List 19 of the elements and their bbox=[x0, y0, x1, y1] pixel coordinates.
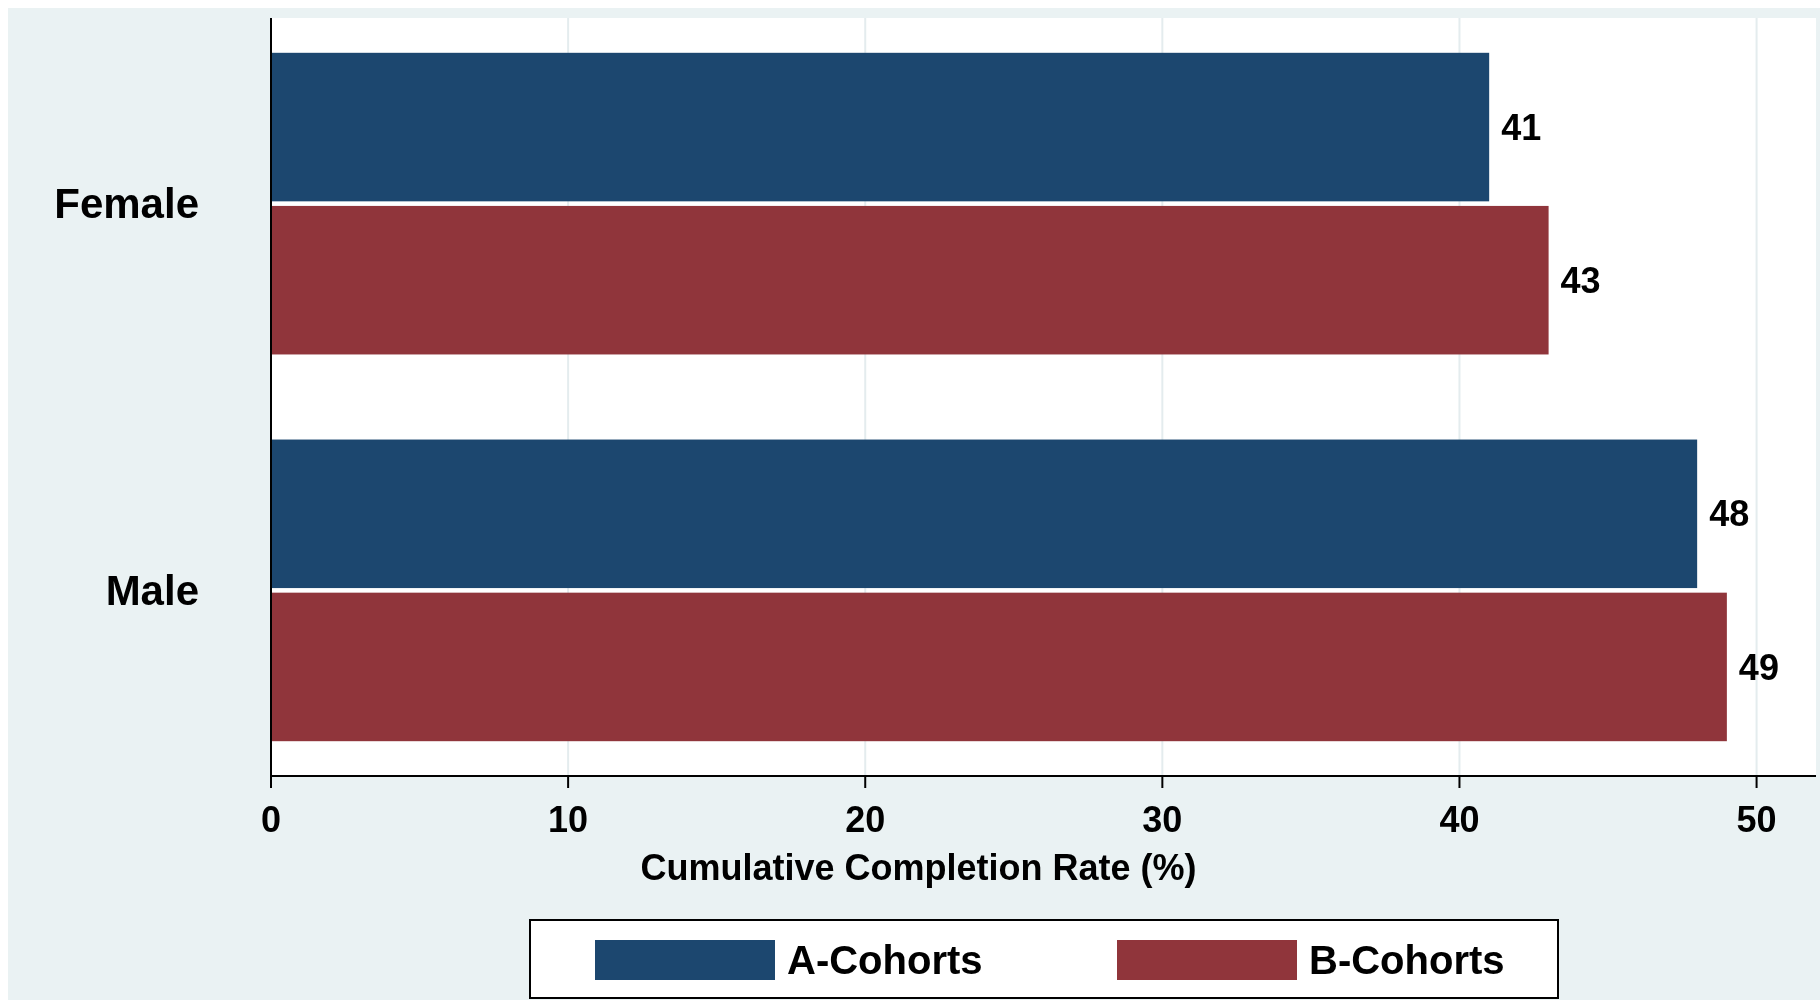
y-tick-label: Male bbox=[105, 567, 199, 615]
y-tick-label: Female bbox=[54, 180, 199, 228]
x-tick-label: 30 bbox=[1142, 799, 1183, 840]
x-tick-label: 40 bbox=[1439, 799, 1480, 840]
legend-label: B-Cohorts bbox=[1309, 938, 1505, 982]
x-tick-label: 0 bbox=[260, 799, 282, 840]
bar bbox=[271, 439, 1698, 589]
data-label: 49 bbox=[1738, 646, 1779, 688]
data-label: 41 bbox=[1501, 106, 1542, 148]
x-tick-label: 50 bbox=[1736, 799, 1777, 840]
bar bbox=[271, 592, 1727, 742]
data-label: 43 bbox=[1560, 259, 1601, 301]
legend-label: A-Cohorts bbox=[787, 938, 983, 982]
x-tick-label: 20 bbox=[845, 799, 886, 840]
bar bbox=[271, 205, 1549, 355]
x-axis-title: Cumulative Completion Rate (%) bbox=[640, 847, 1197, 888]
x-tick-label: 10 bbox=[548, 799, 589, 840]
data-label: 48 bbox=[1709, 493, 1750, 535]
bar bbox=[271, 52, 1490, 202]
